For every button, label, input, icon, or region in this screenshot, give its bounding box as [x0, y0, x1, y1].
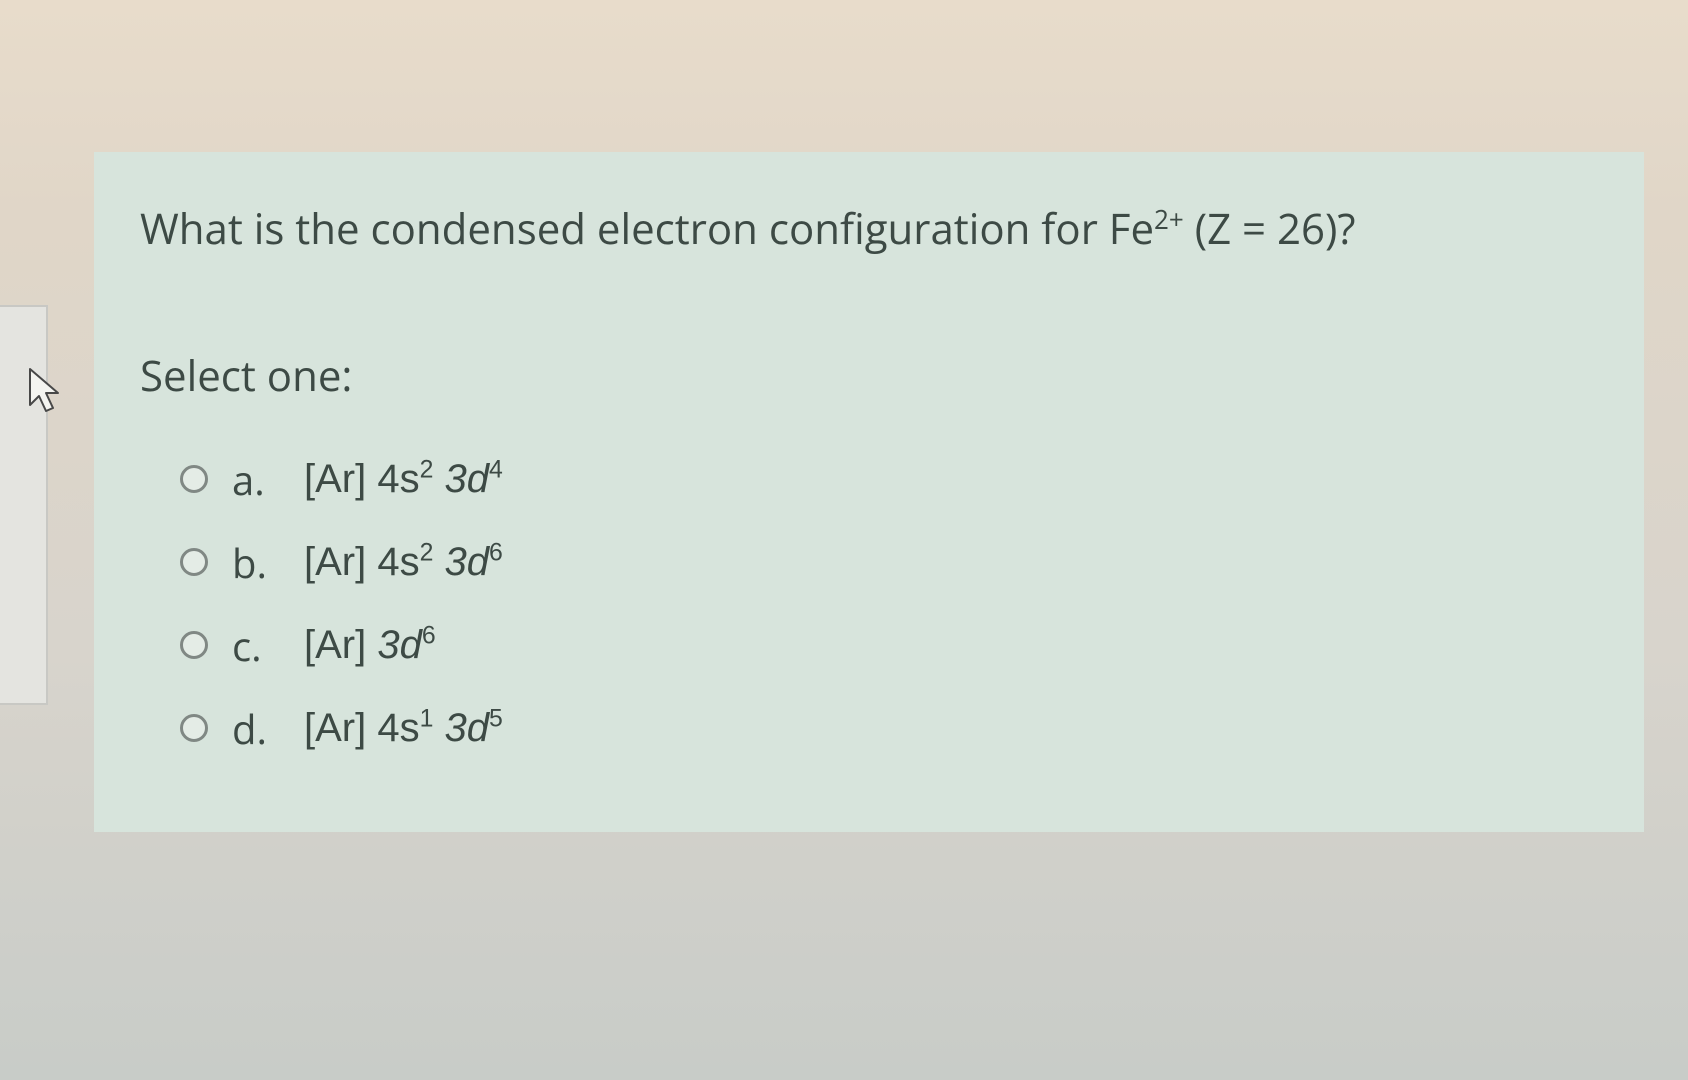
noble-gas: [Ar] [304, 623, 377, 667]
term1-sup: 2 [420, 456, 434, 483]
question-prefix: What is the condensed electron configura… [140, 200, 1154, 257]
question-panel: What is the condensed electron configura… [94, 152, 1644, 832]
option-letter: d. [232, 701, 280, 756]
radio-d[interactable] [180, 714, 208, 742]
term1-base: 4s [377, 706, 419, 750]
radio-a[interactable] [180, 465, 208, 493]
noble-gas: [Ar] [304, 540, 377, 584]
radio-b[interactable] [180, 548, 208, 576]
charge-superscript: 2+ [1154, 201, 1184, 237]
option-d[interactable]: d. [Ar] 4s1 3d5 [180, 701, 1598, 756]
term1-sup: 2 [420, 539, 434, 566]
term1-sup: 1 [420, 705, 434, 732]
options-list: a. [Ar] 4s2 3d4 b. [Ar] 4s2 3d6 c. [Ar] … [140, 452, 1598, 756]
option-a[interactable]: a. [Ar] 4s2 3d4 [180, 452, 1598, 507]
term2-sup: 4 [489, 456, 503, 483]
question-suffix: (Z = 26)? [1184, 200, 1356, 257]
option-letter: a. [232, 452, 280, 507]
radio-c[interactable] [180, 631, 208, 659]
option-letter: b. [232, 535, 280, 590]
term2-sup: 6 [489, 539, 503, 566]
option-content: [Ar] 4s2 3d6 [304, 540, 503, 585]
option-letter: c. [232, 618, 280, 673]
noble-gas: [Ar] [304, 457, 377, 501]
option-b[interactable]: b. [Ar] 4s2 3d6 [180, 535, 1598, 590]
term2-base: 3d [445, 540, 490, 584]
term2-sup: 6 [422, 622, 436, 649]
term1-base: 4s [377, 457, 419, 501]
question-text: What is the condensed electron configura… [140, 202, 1598, 257]
term1-base: 4s [377, 540, 419, 584]
term2-base: 3d [445, 457, 490, 501]
option-c[interactable]: c. [Ar] 3d6 [180, 618, 1598, 673]
noble-gas: [Ar] [304, 706, 377, 750]
term2-base: 3d [377, 623, 422, 667]
term2-sup: 5 [489, 705, 503, 732]
term2-base: 3d [445, 706, 490, 750]
select-one-label: Select one: [140, 347, 1598, 404]
option-content: [Ar] 4s2 3d4 [304, 457, 503, 502]
option-content: [Ar] 4s1 3d5 [304, 706, 503, 751]
option-content: [Ar] 3d6 [304, 623, 436, 668]
left-panel-stub [0, 305, 48, 705]
